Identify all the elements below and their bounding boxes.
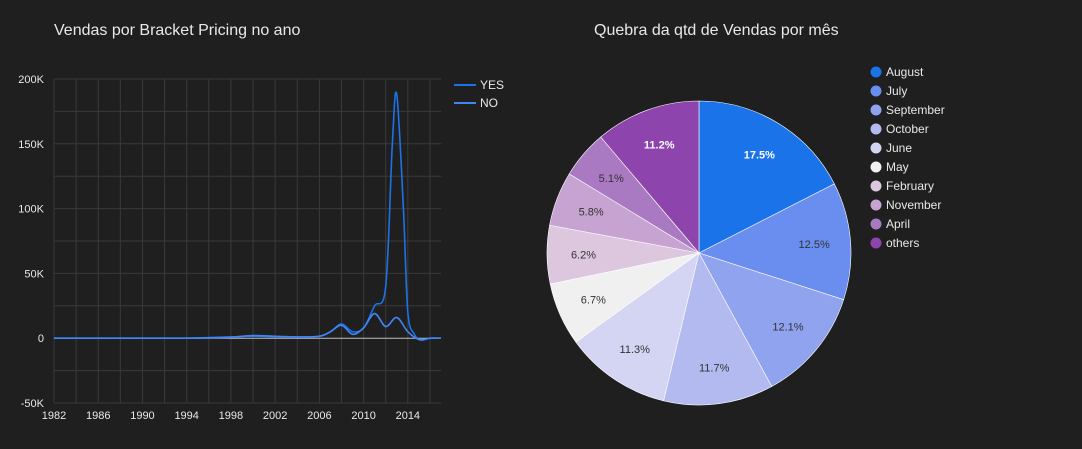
slice-value-label: 11.2% <box>644 140 675 152</box>
legend-dot <box>870 104 882 116</box>
pie-slice-september <box>698 252 845 387</box>
legend-dot <box>870 218 882 230</box>
grid <box>53 78 441 404</box>
legend-dot <box>870 123 882 135</box>
x-tick-label: 2002 <box>263 410 287 422</box>
x-tick-label: 1986 <box>86 410 110 422</box>
pie-slices <box>546 100 852 406</box>
legend-label: October <box>886 122 929 136</box>
legend-label: NO <box>480 96 498 110</box>
x-tick-label: 1998 <box>219 410 243 422</box>
legend-label: July <box>886 84 907 98</box>
x-tick-label: 1994 <box>174 410 198 422</box>
y-tick-label: 150K <box>18 139 44 151</box>
series-line-yes <box>54 91 442 342</box>
pie-chart-title: Quebra da qtd de Vendas por mês <box>594 22 839 39</box>
series-line-no <box>54 312 442 341</box>
pie-legend: August July September October June May Februar… <box>870 65 945 250</box>
legend-label: April <box>886 217 910 231</box>
pie-slice-october <box>663 252 773 406</box>
slice-value-label: 12.5% <box>799 239 830 251</box>
legend-label: others <box>886 236 919 250</box>
y-tick-label: 200K <box>18 74 44 86</box>
legend-dot <box>870 142 882 154</box>
x-tick-label: 1982 <box>42 410 66 422</box>
pie-slice-july <box>698 183 852 301</box>
pie-slice-november <box>549 173 700 254</box>
pie-slice-august <box>698 100 835 254</box>
slice-value-label: 6.7% <box>581 295 606 307</box>
legend-label: May <box>886 160 909 174</box>
slice-value-label: 11.3% <box>620 344 651 356</box>
legend-dot <box>870 199 882 211</box>
slice-value-label: 11.7% <box>699 363 730 375</box>
x-tick-label: 2006 <box>307 410 331 422</box>
y-tick-label: 0 <box>38 333 44 345</box>
legend-dot <box>870 85 882 97</box>
legend-label: September <box>886 103 945 117</box>
legend-label: June <box>886 141 912 155</box>
line-legend: YES NO <box>454 78 504 110</box>
slice-value-label: 12.1% <box>772 322 803 334</box>
legend-label: November <box>886 198 941 212</box>
legend-label: February <box>886 179 934 193</box>
slice-value-label: 17.5% <box>744 149 775 161</box>
legend-label: August <box>886 65 924 79</box>
legend-dot <box>870 66 882 78</box>
slice-value-label: 5.1% <box>599 173 624 185</box>
slice-value-label: 5.8% <box>579 207 604 219</box>
x-tick-label: 2010 <box>351 410 375 422</box>
legend-dot <box>870 180 882 192</box>
pie-slice-february <box>546 224 700 285</box>
pie-slice-april <box>568 136 700 254</box>
x-tick-label: 1990 <box>130 410 154 422</box>
x-tick-label: 2014 <box>396 410 420 422</box>
line-chart-title: Vendas por Bracket Pricing no ano <box>54 22 301 39</box>
y-tick-label: 100K <box>18 204 44 216</box>
pie-slice-may <box>549 252 700 343</box>
pie-slice-others <box>600 100 700 254</box>
pie-slice-june <box>575 252 700 402</box>
y-tick-label: -50K <box>21 398 45 410</box>
legend-dot <box>870 237 882 249</box>
slice-value-label: 6.2% <box>571 249 596 261</box>
legend-dot <box>870 161 882 173</box>
legend-label: YES <box>480 78 504 92</box>
y-tick-label: 50K <box>24 268 44 280</box>
